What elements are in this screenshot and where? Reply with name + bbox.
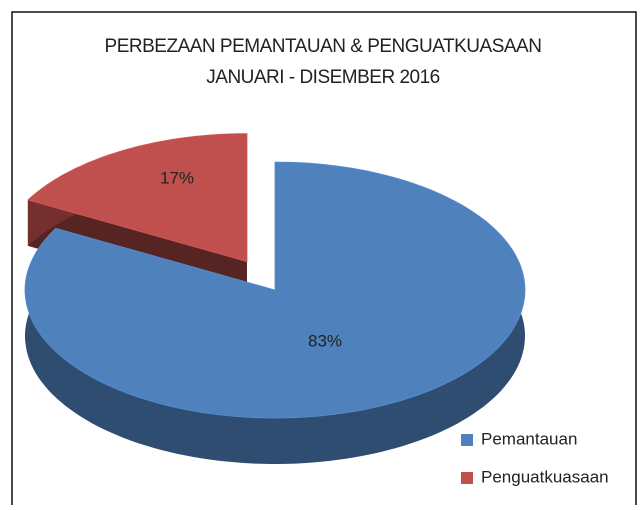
data-label: 83% (308, 331, 342, 350)
slice (24, 161, 526, 419)
chart-subtitle: JANUARI - DISEMBER 2016 (206, 67, 439, 88)
slice (27, 133, 248, 263)
chart-frame (11, 11, 637, 505)
data-label: 17% (160, 168, 194, 187)
legend-swatch (461, 472, 473, 484)
legend-label: Pemantauan (481, 429, 577, 448)
chart-title: PERBEZAAN PEMANTAUAN & PENGUATKUASAAN (105, 36, 542, 57)
legend-label: Penguatkuasaan (481, 467, 609, 486)
legend-swatch (461, 434, 473, 446)
